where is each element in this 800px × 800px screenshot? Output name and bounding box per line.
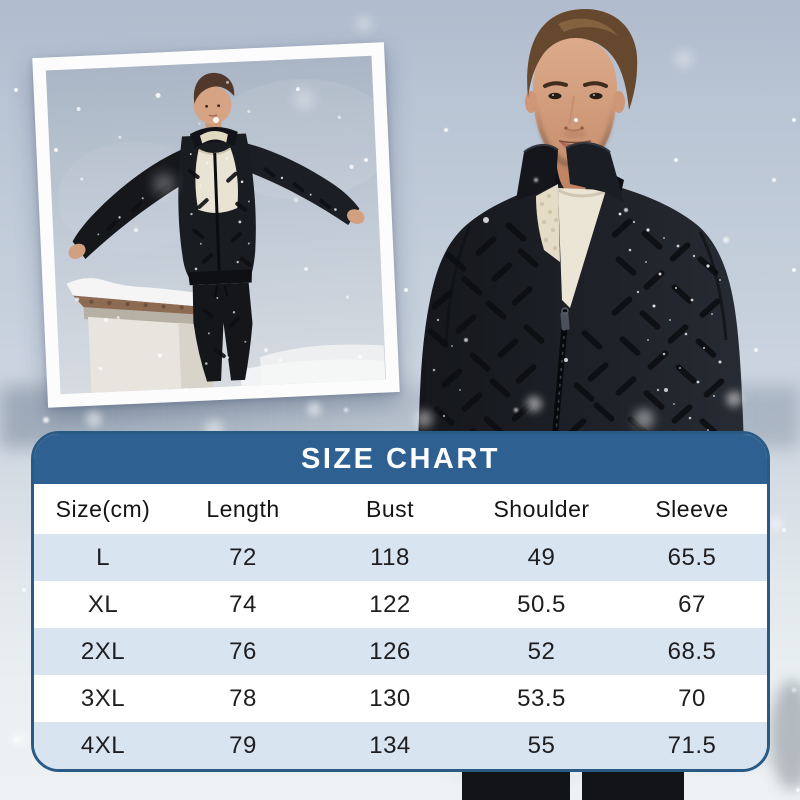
measurement-value: 130: [369, 684, 411, 712]
size-chart-body: L 72 118 49 65.5 XL 74 122 50.5 67 2XL 76 126 52 68.5 3…: [34, 534, 767, 769]
column-header-bust: Bust: [365, 495, 415, 522]
size-label: 3XL: [80, 684, 126, 712]
measurement-value: 126: [369, 637, 411, 665]
size-chart-title: SIZE CHART: [301, 442, 500, 475]
measurement-value: 68.5: [667, 637, 717, 665]
measurement-value: 74: [229, 590, 257, 618]
measurement-value: 55: [527, 731, 556, 759]
model-legs: [462, 768, 570, 800]
size-label: 4XL: [80, 731, 126, 759]
size-label: 2XL: [80, 637, 126, 665]
snowflakes-small: [14, 88, 18, 92]
column-header-shoulder: Shoulder: [493, 495, 590, 522]
model-photo: [418, 9, 744, 446]
measurement-value: 72: [229, 543, 257, 571]
size-chart: SIZE CHART Size(cm) Length Bust Shoulder Sle…: [31, 431, 770, 772]
model-hair: [527, 9, 638, 110]
measurement-value: 49: [527, 543, 556, 571]
jacket-collar: [516, 144, 558, 200]
table-row: L 72 118 49 65.5: [34, 534, 767, 581]
column-header-length: Length: [206, 495, 280, 522]
measurement-value: 122: [369, 590, 411, 618]
table-row: XL 74 122 50.5 67: [34, 581, 767, 628]
measurement-value: 50.5: [517, 590, 566, 618]
model-legs: [582, 768, 684, 800]
size-chart-header: SIZE CHART: [34, 434, 767, 484]
measurement-value: 78: [229, 684, 257, 712]
measurement-value: 134: [369, 731, 411, 759]
column-header-sleeve: Sleeve: [655, 495, 729, 522]
size-label: L: [96, 543, 110, 571]
table-row: 2XL 76 126 52 68.5: [34, 628, 767, 675]
inset-photo-polaroid: [32, 42, 400, 408]
measurement-value: 76: [229, 637, 257, 665]
size-chart-column-row: Size(cm) Length Bust Shoulder Sleeve: [34, 484, 767, 534]
measurement-value: 71.5: [667, 731, 717, 759]
measurement-value: 70: [678, 684, 706, 712]
tee-shirt: [558, 188, 606, 308]
model-face: [525, 9, 638, 168]
jacket-body: [418, 180, 744, 446]
measurement-value: 65.5: [667, 543, 717, 571]
table-row: 3XL 78 130 53.5 70: [34, 675, 767, 722]
background-bush: [770, 680, 800, 790]
measurement-value: 52: [527, 637, 556, 665]
size-label: XL: [87, 590, 119, 618]
measurement-value: 118: [370, 543, 410, 571]
column-header-size-cm-: Size(cm): [55, 495, 151, 522]
measurement-value: 53.5: [517, 684, 566, 712]
measurement-value: 67: [678, 590, 706, 618]
inset-photo: [45, 55, 387, 395]
table-row: 4XL 79 134 55 71.5: [34, 722, 767, 769]
measurement-value: 79: [229, 731, 257, 759]
